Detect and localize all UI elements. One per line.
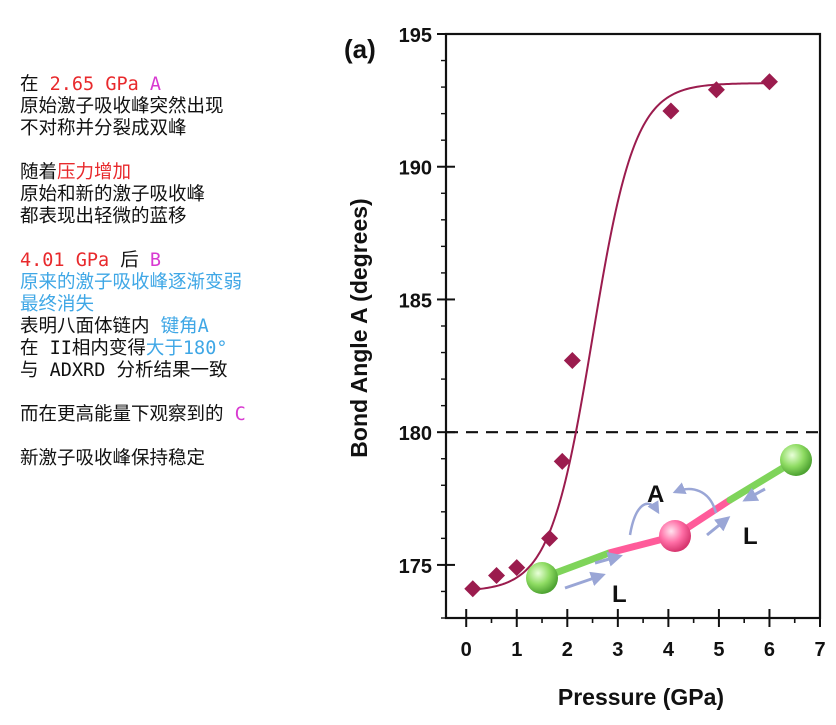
length-arrow	[706, 516, 731, 537]
y-axis-label: Bond Angle A (degrees)	[346, 198, 372, 457]
plot-marks	[464, 73, 778, 598]
angle-arrow	[628, 500, 660, 536]
y-tick-label: 185	[399, 290, 432, 312]
data-point	[464, 580, 482, 598]
data-point	[563, 352, 581, 370]
inset-label-length: L	[612, 581, 627, 608]
data-point	[488, 567, 506, 585]
bond-angle-chart: 0 1 2 3 4 5 6 7 175 180 185 190 195 A L L (a) Pressu…	[344, 25, 826, 710]
note-line: 与 ADXRD 分析结果一致	[20, 360, 228, 381]
x-tick-label: 2	[562, 639, 573, 661]
x-tick-label: 5	[713, 639, 724, 661]
data-point	[553, 452, 571, 470]
plot-frame	[444, 32, 822, 620]
note-text: 表明八面体链内	[20, 316, 161, 337]
data-point	[707, 81, 725, 99]
inset-label-length: L	[743, 523, 758, 550]
marker-label-c: C	[234, 404, 246, 425]
note-text: 随着	[20, 162, 58, 183]
note-line-highlight: 原来的激子吸收峰逐渐变弱	[20, 272, 243, 293]
length-arrow	[594, 552, 623, 567]
y-tick-label: 175	[399, 556, 432, 578]
note-line: 原始激子吸收峰突然出现	[20, 96, 224, 117]
atom-green	[780, 444, 812, 476]
note-line: 而在更高能量下观察到的 C	[20, 404, 350, 426]
data-point	[760, 73, 778, 91]
x-tick-label: 7	[814, 639, 825, 661]
note-line: 表明八面体链内 键角A	[20, 316, 350, 338]
length-arrow	[564, 571, 606, 590]
note-line: 4.01 GPa 后 B	[20, 250, 350, 272]
y-tick-label: 180	[399, 423, 432, 445]
data-point	[662, 102, 680, 120]
data-point	[541, 529, 559, 547]
angle-arrow	[672, 482, 718, 514]
angle-threshold-highlight: 大于180°	[145, 338, 228, 359]
atom-pink	[659, 520, 691, 552]
x-tick-label: 6	[764, 639, 775, 661]
note-line-highlight: 最终消失	[20, 294, 95, 315]
inset-bond-illustration: A L L	[526, 444, 812, 608]
inset-label-angle: A	[647, 481, 664, 508]
note-text: 在	[20, 74, 50, 95]
note-line: 在 II相内变得大于180°	[20, 338, 350, 360]
notes-panel: 在 2.65 GPa A 原始激子吸收峰突然出现 不对称并分裂成双峰 随着压力增…	[20, 74, 350, 470]
note-line: 在 2.65 GPa A	[20, 74, 350, 96]
note-text: 在 II相内变得	[20, 338, 146, 359]
pressure-value-highlight: 4.01 GPa	[20, 250, 110, 271]
length-arrow	[742, 487, 766, 502]
x-tick-label: 3	[612, 639, 623, 661]
y-tick-label: 190	[399, 158, 432, 180]
pressure-increase-highlight: 压力增加	[57, 162, 132, 183]
note-line: 都表现出轻微的蓝移	[20, 206, 187, 227]
note-line: 随着压力增加	[20, 162, 350, 184]
marker-label-b: B	[149, 250, 162, 271]
panel-label: (a)	[344, 34, 376, 64]
atom-green	[526, 562, 558, 594]
plot-area: 0 1 2 3 4 5 6 7 175 180 185 190 195	[399, 25, 826, 661]
y-tick-label: 195	[399, 25, 432, 47]
x-axis-label: Pressure (GPa)	[558, 684, 724, 710]
note-line: 原始和新的激子吸收峰	[20, 184, 206, 205]
note-line: 不对称并分裂成双峰	[20, 118, 187, 139]
marker-label-a: A	[149, 74, 162, 95]
bond-angle-highlight: 键角A	[160, 316, 209, 337]
x-tick-label: 0	[461, 639, 472, 661]
note-text: 而在更高能量下观察到的	[20, 404, 235, 425]
note-text	[139, 74, 150, 95]
x-tick-label: 4	[663, 639, 675, 661]
pressure-value-highlight: 2.65 GPa	[49, 74, 139, 95]
data-point	[508, 559, 526, 577]
fit-curve	[472, 82, 770, 591]
note-text: 后	[109, 250, 150, 271]
note-line: 新激子吸收峰保持稳定	[20, 448, 206, 469]
x-tick-label: 1	[511, 639, 522, 661]
